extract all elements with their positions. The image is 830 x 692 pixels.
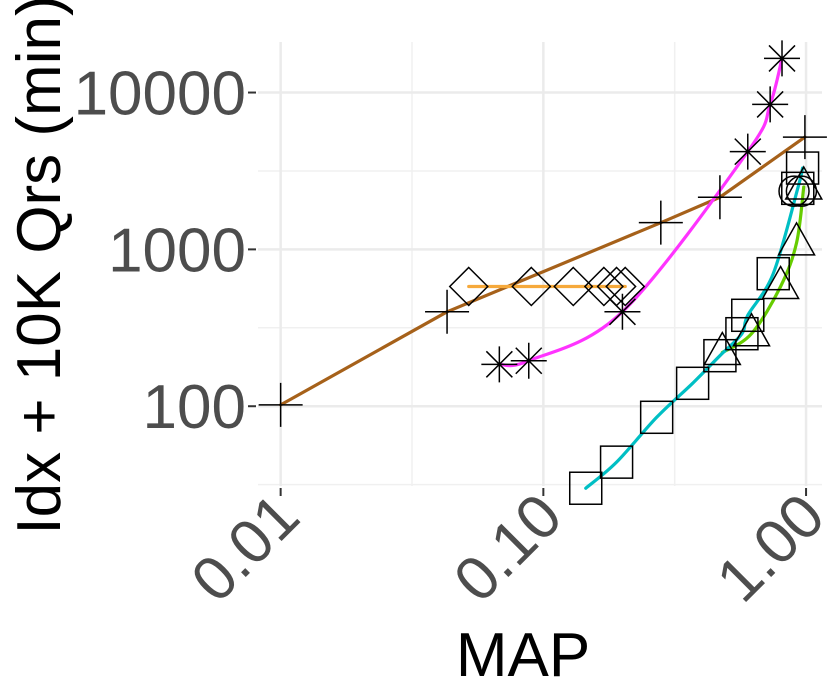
diamond-marker [553, 266, 594, 307]
square-marker [731, 298, 765, 333]
triangle-marker [777, 221, 816, 256]
plus-marker [425, 289, 470, 334]
square-marker [675, 366, 710, 401]
triangle-marker [703, 330, 742, 366]
y-tick-label: 10000 [74, 60, 246, 129]
series-line [497, 56, 784, 368]
square-marker [703, 338, 737, 373]
triangle-marker [784, 165, 824, 200]
plus-marker [697, 175, 742, 220]
square-marker [599, 445, 634, 479]
square-marker [725, 316, 759, 351]
axes: 0.01 0.10 1.00 100 1000 10000 [74, 60, 830, 616]
star-marker [752, 86, 789, 123]
square-marker [639, 400, 674, 435]
square-marker [785, 151, 820, 185]
plus-marker [258, 382, 303, 427]
x-tick-label: 0.10 [441, 481, 575, 615]
circle-marker [785, 175, 818, 207]
diamond-marker [511, 266, 552, 307]
grid [258, 42, 822, 486]
x-axis-label: MAP [456, 621, 590, 690]
star-marker [481, 346, 518, 383]
circle-marker [778, 175, 810, 207]
diamond-marker [448, 266, 489, 307]
star-marker [604, 293, 641, 330]
star-marker [764, 40, 801, 77]
square-marker [568, 471, 603, 505]
series-line [720, 185, 806, 355]
diamond-marker [583, 266, 624, 307]
star-marker [729, 133, 766, 170]
y-tick-label: 1000 [108, 216, 246, 285]
x-tick-label: 1.00 [704, 481, 830, 615]
y-axis-label: Idx + 10K Qrs (min) [5, 0, 74, 535]
y-tick-label: 100 [143, 373, 246, 442]
x-tick-label: 0.01 [178, 481, 312, 615]
triangle-marker [732, 312, 771, 347]
series-markers [258, 40, 827, 505]
square-marker [781, 171, 815, 206]
star-marker [510, 342, 547, 379]
plus-marker [638, 200, 683, 245]
square-marker [756, 256, 790, 291]
diamond-marker [605, 266, 646, 307]
